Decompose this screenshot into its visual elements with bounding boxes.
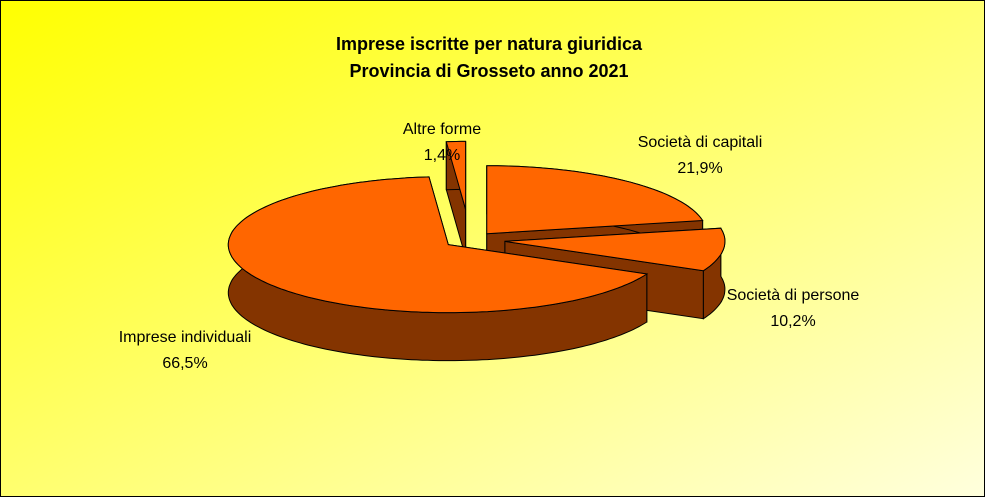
slice-value-label: 21,9%: [677, 160, 722, 177]
slice-value-label: 10,2%: [770, 313, 815, 330]
slice-value-label: 1,4%: [424, 147, 460, 164]
slice-top: [504, 227, 726, 272]
slice-label: Società di persone: [727, 287, 860, 304]
slice-label: Altre forme: [403, 121, 481, 138]
labels: Società di capitali 21,9% Società di perso…: [119, 121, 860, 372]
slice-top: [445, 140, 467, 210]
slice-label: Società di capitali: [638, 134, 763, 151]
slice-value-label: 66,5%: [162, 355, 207, 372]
chart-subtitle: Provincia di Grosseto anno 2021: [349, 61, 628, 81]
pie: [227, 140, 726, 362]
slice-top: [227, 176, 649, 314]
chart-title: Imprese iscritte per natura giuridica: [336, 34, 643, 54]
slice-top: [486, 165, 704, 235]
slice-label: Imprese individuali: [119, 329, 252, 346]
